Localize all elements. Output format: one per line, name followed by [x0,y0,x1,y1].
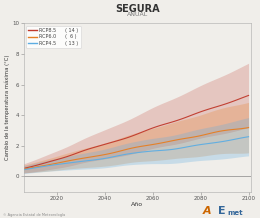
Title: SEGURA: SEGURA [115,4,160,14]
Text: met: met [228,210,243,216]
X-axis label: Año: Año [131,202,143,207]
Text: A: A [203,206,211,216]
Text: © Agencia Estatal de Meteorología: © Agencia Estatal de Meteorología [3,213,65,217]
Text: ANUAL: ANUAL [127,12,148,17]
Text: E: E [218,206,226,216]
Legend: RCP8.5      ( 14 ), RCP6.0      (  6 ), RCP4.5      ( 13 ): RCP8.5 ( 14 ), RCP6.0 ( 6 ), RCP4.5 ( 13… [26,26,81,48]
Y-axis label: Cambio de la temperatura máxima (°C): Cambio de la temperatura máxima (°C) [4,55,10,160]
